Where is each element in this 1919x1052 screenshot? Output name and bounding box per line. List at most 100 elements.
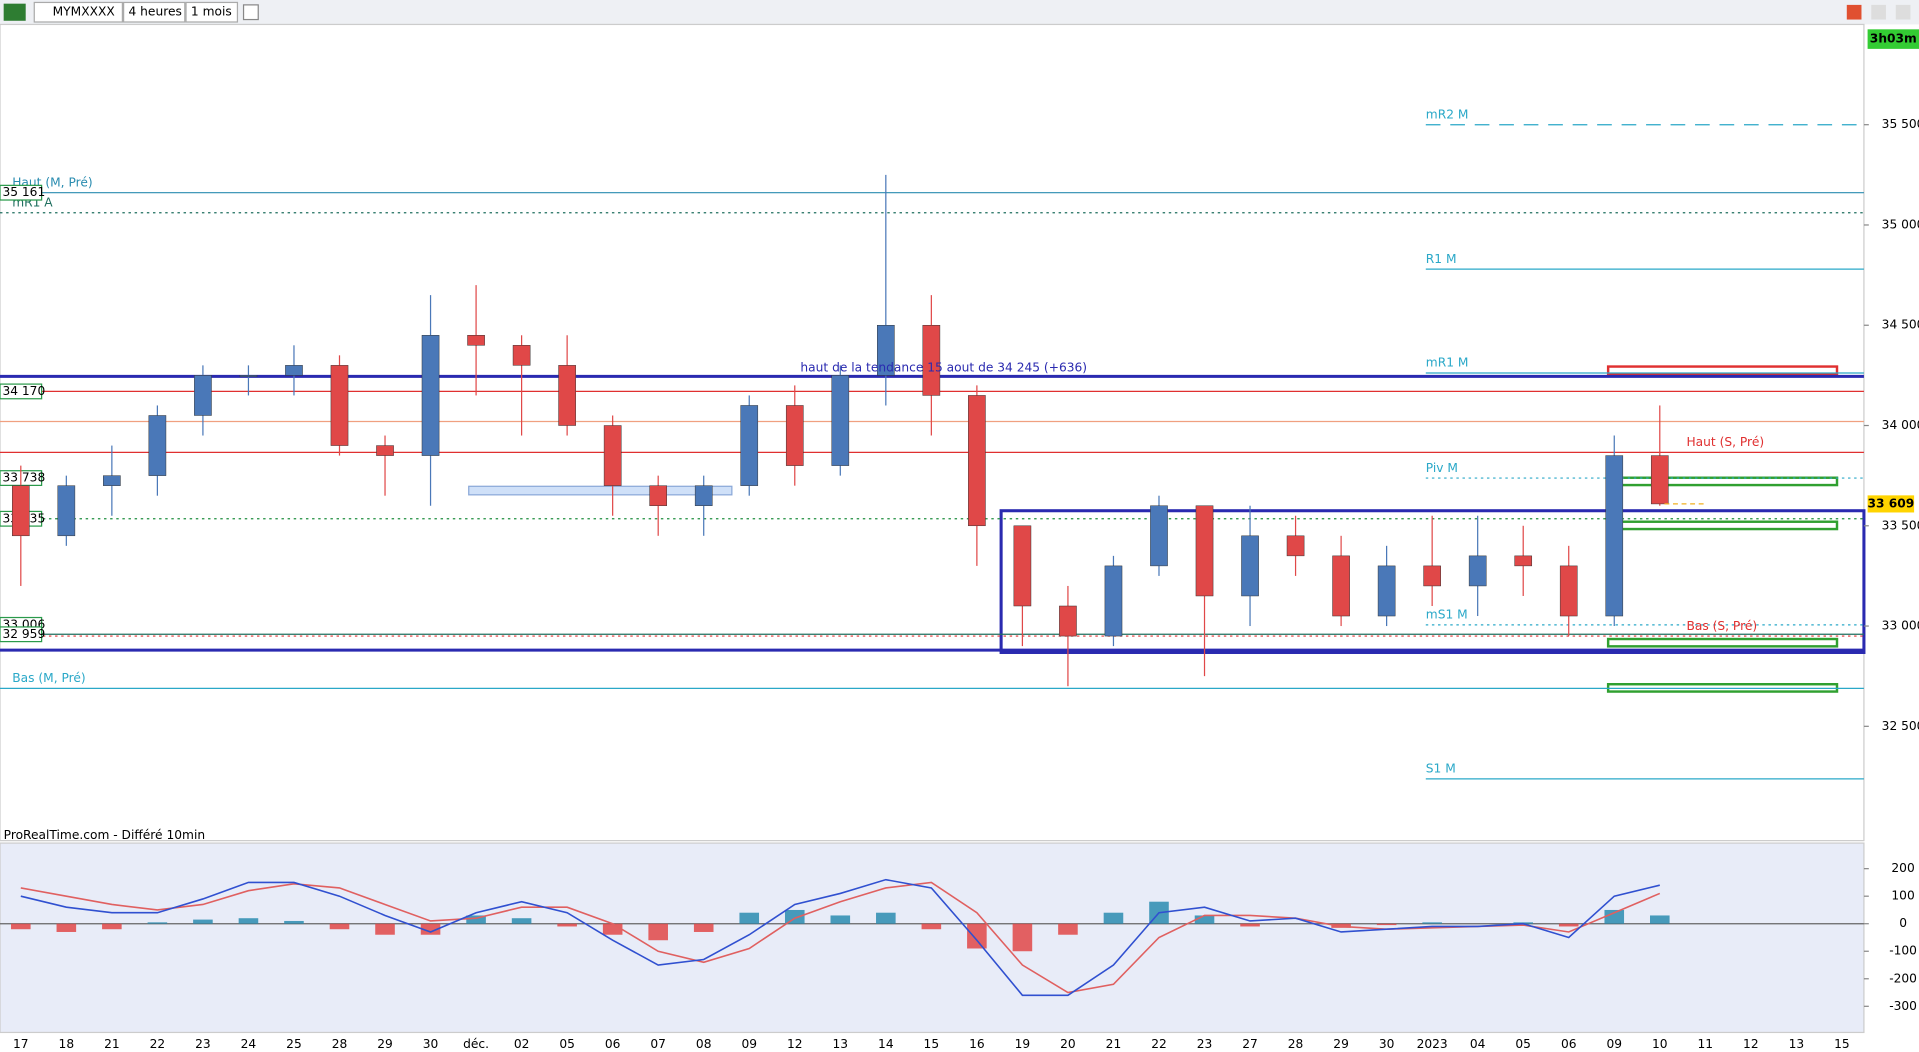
candle-body	[1150, 505, 1168, 567]
candle-body	[603, 425, 622, 486]
histogram-bar	[602, 923, 623, 935]
x-tick-label: 28	[332, 1037, 348, 1051]
level-label: S1 M	[1426, 762, 1456, 776]
y-tick-label: 33 500	[1882, 518, 1919, 532]
candle-body	[421, 335, 440, 456]
level-label: Piv M	[1426, 461, 1458, 475]
candle-body	[1559, 565, 1578, 617]
x-tick-label: 14	[878, 1037, 894, 1051]
x-tick-label: 10	[1652, 1037, 1668, 1051]
refresh-button[interactable]	[1846, 4, 1862, 20]
minimize-button[interactable]	[1871, 4, 1886, 20]
candle-body	[148, 415, 167, 476]
x-tick-label: 09	[1606, 1037, 1622, 1051]
last-price-label: 33 609	[1867, 496, 1914, 510]
candle-body	[1286, 535, 1305, 557]
x-tick-label: 29	[377, 1037, 393, 1051]
x-tick-label: 12	[787, 1037, 803, 1051]
zone-box	[468, 485, 733, 496]
candle-body	[649, 485, 667, 506]
price-flag	[0, 626, 43, 643]
range: 1 mois	[191, 5, 232, 19]
histogram-bar	[1194, 915, 1215, 924]
range-select[interactable]	[185, 1, 239, 23]
level-label: R1 M	[1426, 252, 1457, 266]
histogram-bar	[284, 920, 304, 924]
histogram-bar	[238, 918, 259, 924]
x-tick-label: 25	[286, 1037, 302, 1051]
x-tick-label: 20	[1060, 1037, 1076, 1051]
x-tick-label: 23	[195, 1037, 211, 1051]
histogram-bar	[830, 915, 851, 924]
x-tick-label: 28	[1288, 1037, 1304, 1051]
candle-body	[467, 335, 485, 346]
histogram-bar	[147, 922, 168, 924]
histogram-bar	[1649, 915, 1670, 924]
histogram-bar	[1558, 923, 1579, 927]
histogram-bar	[329, 923, 350, 930]
candle-body	[239, 375, 258, 377]
symbol-select[interactable]	[33, 1, 123, 23]
candle-body	[1332, 555, 1350, 617]
level-label: mR2 M	[1426, 107, 1469, 121]
level-label: mS1 M	[1426, 608, 1468, 622]
x-tick-label: 17	[13, 1037, 29, 1051]
candle-body	[1059, 605, 1077, 637]
candle-body	[1013, 525, 1032, 607]
candle-body	[1104, 565, 1123, 637]
x-tick-label: 09	[741, 1037, 757, 1051]
range-box	[999, 509, 1866, 654]
interval: 4 heures	[129, 5, 182, 19]
y-tick-label: 33 000	[1882, 619, 1919, 633]
x-tick-label: 13	[1789, 1037, 1805, 1051]
info-button[interactable]	[242, 4, 259, 21]
x-tick-label: 06	[605, 1037, 621, 1051]
candle-body	[1195, 505, 1214, 597]
zone-box	[1606, 637, 1839, 648]
price-flag	[0, 383, 43, 400]
x-tick-label: 23	[1197, 1037, 1213, 1051]
candle-body	[1468, 555, 1487, 587]
interval-select[interactable]	[122, 1, 186, 23]
logo	[3, 3, 26, 21]
y-tick-label: 100	[1891, 889, 1914, 903]
x-tick-label: 13	[833, 1037, 849, 1051]
x-tick-label: 05	[559, 1037, 575, 1051]
histogram-bar	[56, 923, 77, 932]
level-label: Bas (M, Pré)	[12, 671, 85, 685]
candle-body	[1377, 565, 1396, 617]
x-tick-label: 06	[1561, 1037, 1577, 1051]
countdown: 3h03m	[1870, 32, 1917, 46]
candle-body	[1423, 565, 1441, 587]
y-tick-label: 35 500	[1882, 117, 1919, 131]
price-flag	[0, 184, 43, 201]
candle-body	[1650, 455, 1669, 505]
x-tick-label: 22	[150, 1037, 166, 1051]
level-label: Bas (S, Pré)	[1686, 619, 1757, 633]
maximize-button[interactable]	[1895, 4, 1911, 20]
histogram-bar	[1422, 922, 1442, 924]
y-tick-label: -100	[1889, 944, 1917, 958]
price-panel	[0, 23, 1865, 842]
x-tick-label: 29	[1333, 1037, 1349, 1051]
x-tick-label: 12	[1743, 1037, 1759, 1051]
x-tick-label: 16	[969, 1037, 985, 1051]
histogram-bar	[693, 923, 714, 932]
candle-body	[831, 375, 850, 466]
x-tick-label: 15	[1834, 1037, 1850, 1051]
y-tick-label: 0	[1899, 916, 1907, 930]
candle-body	[103, 475, 121, 486]
toolbar	[0, 0, 1919, 25]
x-tick-label: 11	[1698, 1037, 1714, 1051]
price-flag-label: 32 959	[2, 627, 45, 641]
candle-body	[1605, 455, 1624, 617]
histogram-bar	[921, 923, 942, 930]
histogram-bar	[1103, 912, 1124, 924]
x-tick-label: 2023	[1417, 1037, 1448, 1051]
histogram-bar	[11, 923, 31, 930]
candle-body	[922, 324, 941, 396]
candle-body	[785, 405, 804, 466]
x-tick-label: 30	[1379, 1037, 1395, 1051]
histogram-bar	[557, 923, 577, 927]
x-tick-label: 21	[1106, 1037, 1122, 1051]
